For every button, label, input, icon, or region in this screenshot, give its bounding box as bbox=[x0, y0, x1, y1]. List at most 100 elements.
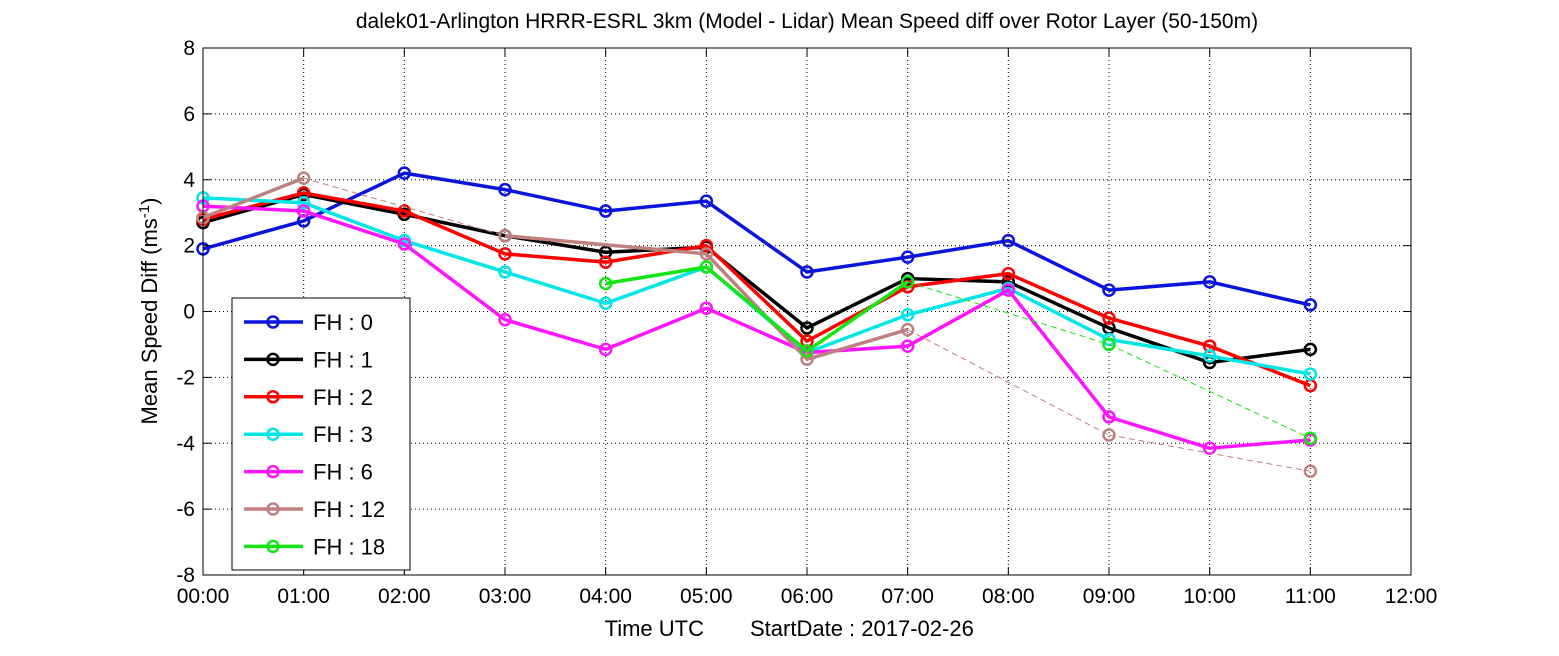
y-tick-label: 0 bbox=[183, 301, 195, 324]
x-tick-label: 10:00 bbox=[1183, 585, 1236, 608]
series-point bbox=[598, 255, 613, 269]
x-axis-title: Time UTC bbox=[605, 616, 705, 641]
series-point bbox=[1001, 283, 1016, 297]
y-axis-title-close: ) bbox=[137, 198, 162, 205]
series-dashed-link bbox=[1108, 434, 1311, 472]
series-point bbox=[296, 196, 311, 210]
x-tick-label: 07:00 bbox=[881, 585, 934, 608]
series-point bbox=[1102, 428, 1116, 442]
x-tick-label: 04:00 bbox=[579, 585, 632, 608]
series-line bbox=[202, 171, 1311, 307]
series-point bbox=[1102, 311, 1116, 325]
series-point bbox=[1303, 464, 1318, 478]
series-point bbox=[498, 182, 512, 197]
legend-label: FH : 1 bbox=[313, 347, 373, 372]
series-point bbox=[1102, 337, 1116, 352]
y-tick-label: -4 bbox=[176, 432, 195, 455]
series-point bbox=[498, 247, 512, 261]
series-point bbox=[800, 344, 814, 358]
y-tick-label: -6 bbox=[176, 498, 195, 521]
x-tick-label: 11:00 bbox=[1285, 585, 1336, 608]
series-point bbox=[1202, 349, 1217, 363]
series-point bbox=[1303, 342, 1318, 357]
y-tick-label: 4 bbox=[183, 169, 195, 192]
series-5 bbox=[196, 171, 1318, 478]
series-point bbox=[1102, 332, 1116, 347]
series-point bbox=[800, 265, 814, 279]
series-point bbox=[699, 260, 714, 274]
series-line bbox=[202, 191, 1311, 388]
series-point bbox=[1303, 298, 1318, 312]
series-point bbox=[699, 247, 714, 261]
legend-marker bbox=[266, 390, 280, 404]
series-point bbox=[900, 308, 915, 322]
x-tick-label: 02:00 bbox=[378, 585, 431, 608]
x-tick-label: 05:00 bbox=[680, 585, 733, 608]
y-axis-title-superscript: -1 bbox=[136, 205, 153, 218]
y-tick-label: 8 bbox=[183, 37, 195, 60]
series-line bbox=[202, 192, 1311, 365]
series-point bbox=[498, 265, 512, 279]
y-tick-label: -8 bbox=[176, 564, 195, 587]
legend-marker bbox=[266, 539, 280, 554]
legend-items: FH : 0 FH : 1 FH : 2 FH : 3 FH : 6 FH : 12 FH … bbox=[244, 310, 385, 559]
legend-marker bbox=[266, 352, 280, 367]
chart-title: dalek01-Arlington HRRR-ESRL 3km (Model -… bbox=[356, 10, 1258, 33]
series-point bbox=[397, 237, 412, 251]
legend-label: FH : 18 bbox=[313, 534, 385, 559]
series-point bbox=[1001, 266, 1016, 281]
grid-layer bbox=[203, 48, 1411, 575]
legend-marker bbox=[266, 502, 280, 516]
series-point bbox=[900, 339, 915, 353]
series-point bbox=[1303, 431, 1318, 446]
y-axis-title-main: Mean Speed Diff (ms bbox=[137, 218, 162, 424]
series-line bbox=[605, 265, 909, 353]
series-point bbox=[498, 312, 512, 327]
series-point bbox=[800, 321, 814, 335]
series-point bbox=[1102, 283, 1116, 297]
legend-label: FH : 6 bbox=[313, 460, 373, 485]
y-tick-label: 6 bbox=[183, 103, 195, 126]
x-tick-label: 00:00 bbox=[177, 585, 230, 608]
x-tick-label: 08:00 bbox=[982, 585, 1035, 608]
series-dashed-link bbox=[907, 281, 1110, 345]
series-point bbox=[598, 342, 613, 357]
legend-marker bbox=[266, 464, 280, 479]
series-point bbox=[800, 352, 814, 367]
legend-marker bbox=[266, 427, 280, 441]
series-point bbox=[598, 204, 613, 218]
series-point bbox=[900, 275, 915, 289]
series-point bbox=[699, 194, 714, 208]
legend-label: FH : 0 bbox=[313, 310, 373, 335]
series-line bbox=[202, 176, 305, 220]
x-axis-start-date: StartDate : 2017-02-26 bbox=[750, 616, 974, 641]
y-tick-label: 2 bbox=[183, 235, 195, 258]
series-dashed-link bbox=[1108, 343, 1311, 439]
series-point bbox=[699, 301, 714, 315]
legend-marker bbox=[266, 315, 280, 329]
series-point bbox=[699, 238, 714, 253]
series-dashed-link bbox=[303, 177, 506, 237]
series-point bbox=[1202, 275, 1217, 289]
series-line bbox=[202, 204, 1311, 450]
x-tick-label: 09:00 bbox=[1083, 585, 1136, 608]
y-tick-label: -2 bbox=[176, 366, 195, 389]
series-point bbox=[900, 322, 915, 337]
legend-label: FH : 2 bbox=[313, 385, 373, 410]
series-layer bbox=[196, 166, 1318, 478]
tick-layer: 00:00 01:00 02:00 03:00 04:00 05:00 06:00 07:00… bbox=[176, 37, 1437, 608]
legend-label: FH : 12 bbox=[313, 497, 385, 522]
series-point bbox=[397, 204, 412, 218]
series-line bbox=[504, 234, 909, 362]
series-point bbox=[1102, 410, 1116, 424]
y-axis-title: Mean Speed Diff (ms-1) bbox=[136, 198, 162, 425]
series-point bbox=[498, 228, 512, 243]
x-tick-label: 06:00 bbox=[781, 585, 834, 608]
series-point bbox=[1303, 367, 1318, 381]
series-point bbox=[598, 296, 613, 311]
legend: FH : 0 FH : 1 FH : 2 FH : 3 FH : 6 FH : 12 FH … bbox=[231, 297, 411, 571]
series-point bbox=[397, 166, 412, 180]
series-point bbox=[1001, 233, 1016, 248]
series-point bbox=[1202, 441, 1217, 455]
